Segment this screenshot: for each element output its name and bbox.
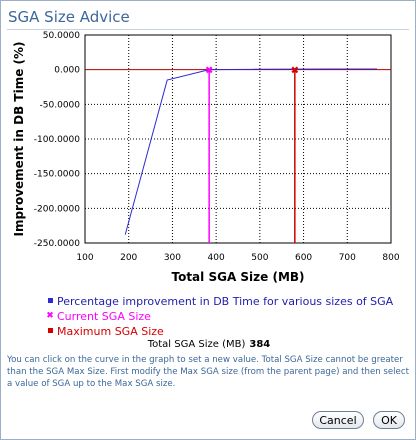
current-sga-value: 384 bbox=[249, 339, 270, 350]
current-sga-marker: ✖ bbox=[205, 66, 213, 77]
max-sga-marker: ✖ bbox=[291, 66, 299, 77]
legend-item-current-sga: ✖ Current SGA Size bbox=[45, 309, 393, 324]
x-tick-label: 300 bbox=[164, 253, 181, 263]
x-tick-label: 200 bbox=[120, 253, 137, 263]
legend-x-marker: ✖ bbox=[45, 309, 55, 324]
x-tick-label: 100 bbox=[76, 253, 93, 263]
x-axis-title: Total SGA Size (MB) bbox=[171, 270, 304, 284]
legend-square-marker bbox=[45, 324, 55, 339]
chart-legend: Percentage improvement in DB Time for va… bbox=[45, 294, 393, 339]
current-sga-readout: Total SGA Size (MB) 384 bbox=[1, 339, 416, 350]
legend-label-improvement: Percentage improvement in DB Time for va… bbox=[57, 294, 393, 309]
legend-label-max-sga: Maximum SGA Size bbox=[57, 324, 164, 339]
x-tick-label: 500 bbox=[251, 253, 268, 263]
y-tick-label: 0.000 bbox=[54, 66, 80, 76]
x-tick-label: 800 bbox=[382, 253, 399, 263]
dialog-title: SGA Size Advice bbox=[8, 8, 130, 26]
x-tick-label: 600 bbox=[295, 253, 312, 263]
help-text: You can click on the curve in the graph … bbox=[7, 354, 409, 390]
x-tick-label: 700 bbox=[339, 253, 356, 263]
sga-advice-chart[interactable]: 100 200 300 400 500 600 700 800 50.0000 0.000 -50.… bbox=[1, 29, 416, 291]
ok-button[interactable]: OK bbox=[373, 411, 405, 429]
y-tick-label: -250.0000 bbox=[34, 239, 80, 249]
y-tick-label: -100.0000 bbox=[34, 135, 80, 145]
y-tick-label: -50.0000 bbox=[40, 100, 81, 110]
legend-square-marker bbox=[45, 294, 55, 309]
x-tick-label: 400 bbox=[208, 253, 225, 263]
legend-label-current-sga: Current SGA Size bbox=[57, 309, 151, 324]
cancel-button[interactable]: Cancel bbox=[312, 411, 364, 429]
y-axis-title: Improvement in DB Time (%) bbox=[12, 41, 26, 236]
y-tick-label: 50.0000 bbox=[43, 31, 80, 41]
legend-item-max-sga: Maximum SGA Size bbox=[45, 324, 393, 339]
legend-item-improvement: Percentage improvement in DB Time for va… bbox=[45, 294, 393, 309]
current-sga-label: Total SGA Size (MB) bbox=[148, 339, 246, 350]
y-tick-label: -150.0000 bbox=[34, 170, 80, 180]
y-tick-label: -200.0000 bbox=[34, 204, 80, 214]
